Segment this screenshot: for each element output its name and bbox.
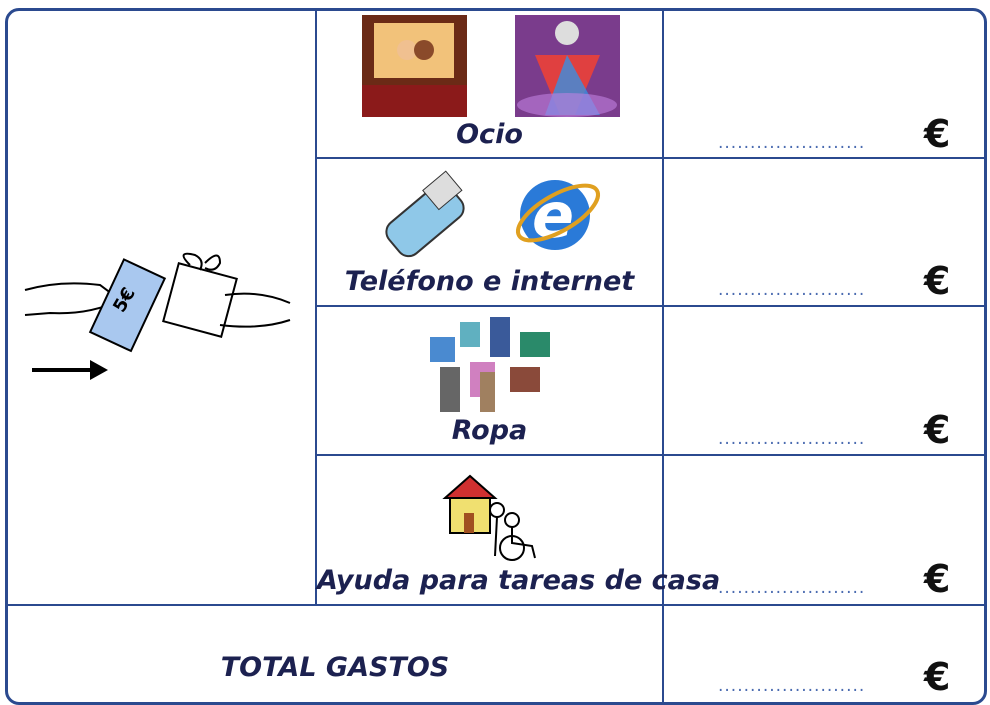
clothes-icon bbox=[430, 317, 550, 412]
column-line bbox=[315, 8, 317, 606]
disco-icon bbox=[515, 15, 620, 117]
row-line bbox=[315, 305, 985, 307]
row-label: Ocio bbox=[456, 119, 523, 150]
blank-line: ....................... bbox=[718, 133, 866, 153]
currency: € bbox=[924, 408, 951, 452]
blank-line: ....................... bbox=[718, 676, 866, 696]
blank-line: ....................... bbox=[718, 578, 866, 598]
currency: € bbox=[924, 557, 951, 601]
row-line bbox=[315, 454, 985, 456]
cinema-icon bbox=[362, 15, 467, 117]
currency: € bbox=[924, 655, 951, 699]
phone-icon bbox=[385, 170, 465, 258]
internet-icon: e bbox=[516, 179, 600, 252]
row-line bbox=[315, 157, 985, 159]
row-label: Ayuda para tareas de casa bbox=[317, 565, 721, 596]
row-label: Ropa bbox=[451, 415, 528, 446]
blank-line: ....................... bbox=[718, 429, 866, 449]
column-line bbox=[662, 8, 664, 702]
row-line bbox=[5, 604, 985, 606]
row-label: Teléfono e internet bbox=[344, 266, 635, 297]
currency: € bbox=[924, 112, 951, 156]
table-frame bbox=[5, 8, 987, 705]
blank-line: ....................... bbox=[718, 280, 866, 300]
home-help-icon bbox=[442, 474, 536, 561]
total-label: TOTAL GASTOS bbox=[220, 652, 450, 683]
payment-icon: 5€ bbox=[24, 252, 291, 380]
currency: € bbox=[924, 259, 951, 303]
